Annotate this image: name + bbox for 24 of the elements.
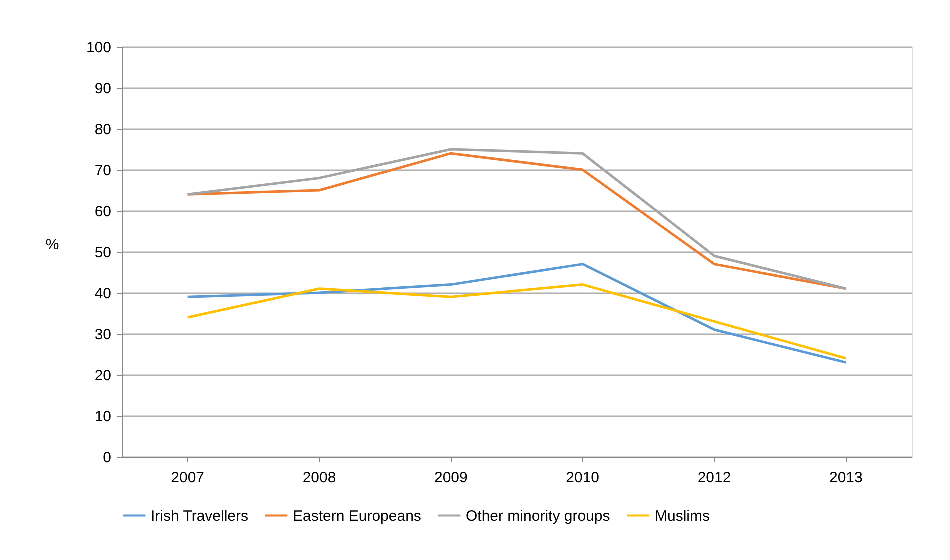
y-tick-label: 90 bbox=[94, 80, 112, 98]
x-tick-label: 2013 bbox=[829, 470, 863, 486]
y-tick-label: 20 bbox=[94, 368, 112, 384]
y-tick-label: 60 bbox=[94, 204, 112, 220]
line-series bbox=[186, 284, 848, 360]
x-tick-label: 2008 bbox=[302, 470, 336, 486]
x-tick-label: 2010 bbox=[566, 470, 600, 486]
y-tick-label: 10 bbox=[94, 408, 112, 426]
y-tick-label: 30 bbox=[94, 326, 112, 344]
line-series bbox=[186, 263, 848, 364]
x-tick-label: 2009 bbox=[434, 470, 468, 486]
y-tick-label: 50 bbox=[94, 244, 112, 262]
y-tick-label: 40 bbox=[94, 286, 112, 302]
y-tick-label: 0 bbox=[103, 450, 112, 466]
legend-label: Irish Travellers bbox=[151, 508, 249, 525]
legend-label: Eastern Europeans bbox=[293, 508, 422, 525]
legend-label: Muslims bbox=[655, 508, 710, 525]
y-tick-label: 100 bbox=[86, 40, 112, 56]
y-axis-title: % bbox=[46, 236, 60, 254]
y-tick-label: 70 bbox=[94, 162, 112, 180]
legend-label: Other minority groups bbox=[466, 508, 610, 525]
y-tick-label: 80 bbox=[94, 122, 112, 138]
x-tick-label: 2007 bbox=[171, 470, 205, 486]
x-tick-label: 2012 bbox=[698, 470, 732, 486]
